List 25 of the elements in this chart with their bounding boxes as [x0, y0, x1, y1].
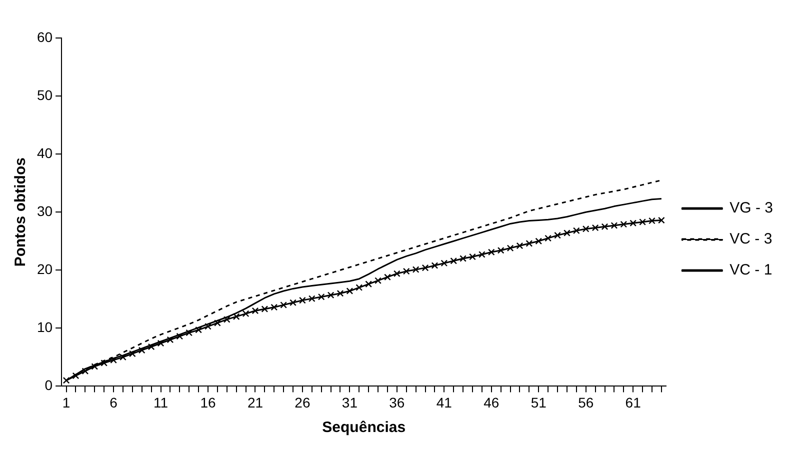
- x-axis-title: Sequências: [322, 419, 406, 436]
- x-tick-label: 36: [389, 394, 405, 410]
- x-tick-label: 46: [484, 394, 500, 410]
- y-tick-label: 20: [36, 260, 53, 277]
- x-tick-label: 31: [342, 394, 358, 410]
- x-tick-label: 61: [625, 394, 642, 410]
- y-tick-label: 60: [36, 28, 53, 45]
- y-tick-label: 40: [36, 144, 53, 161]
- legend-label: VG - 3: [730, 200, 774, 217]
- x-tick-label: 41: [436, 394, 452, 410]
- x-tick-label: 21: [247, 394, 264, 410]
- x-tick-label: 26: [294, 394, 310, 410]
- y-tick-label: 50: [36, 86, 53, 103]
- x-tick-label: 16: [200, 394, 216, 410]
- legend-label: VC - 3: [730, 230, 772, 248]
- y-tick-label: 0: [44, 377, 53, 394]
- x-tick-label: 1: [62, 394, 70, 410]
- x-tick-label: 56: [578, 394, 594, 410]
- y-axis-title: Pontos obtidos: [12, 158, 30, 267]
- y-tick-label: 30: [36, 202, 53, 219]
- legend-label: VC - 1: [730, 262, 772, 279]
- y-tick-label: 10: [36, 319, 53, 336]
- x-tick-label: 11: [153, 394, 168, 410]
- x-tick-label: 51: [530, 394, 547, 410]
- x-tick-label: 6: [110, 394, 118, 410]
